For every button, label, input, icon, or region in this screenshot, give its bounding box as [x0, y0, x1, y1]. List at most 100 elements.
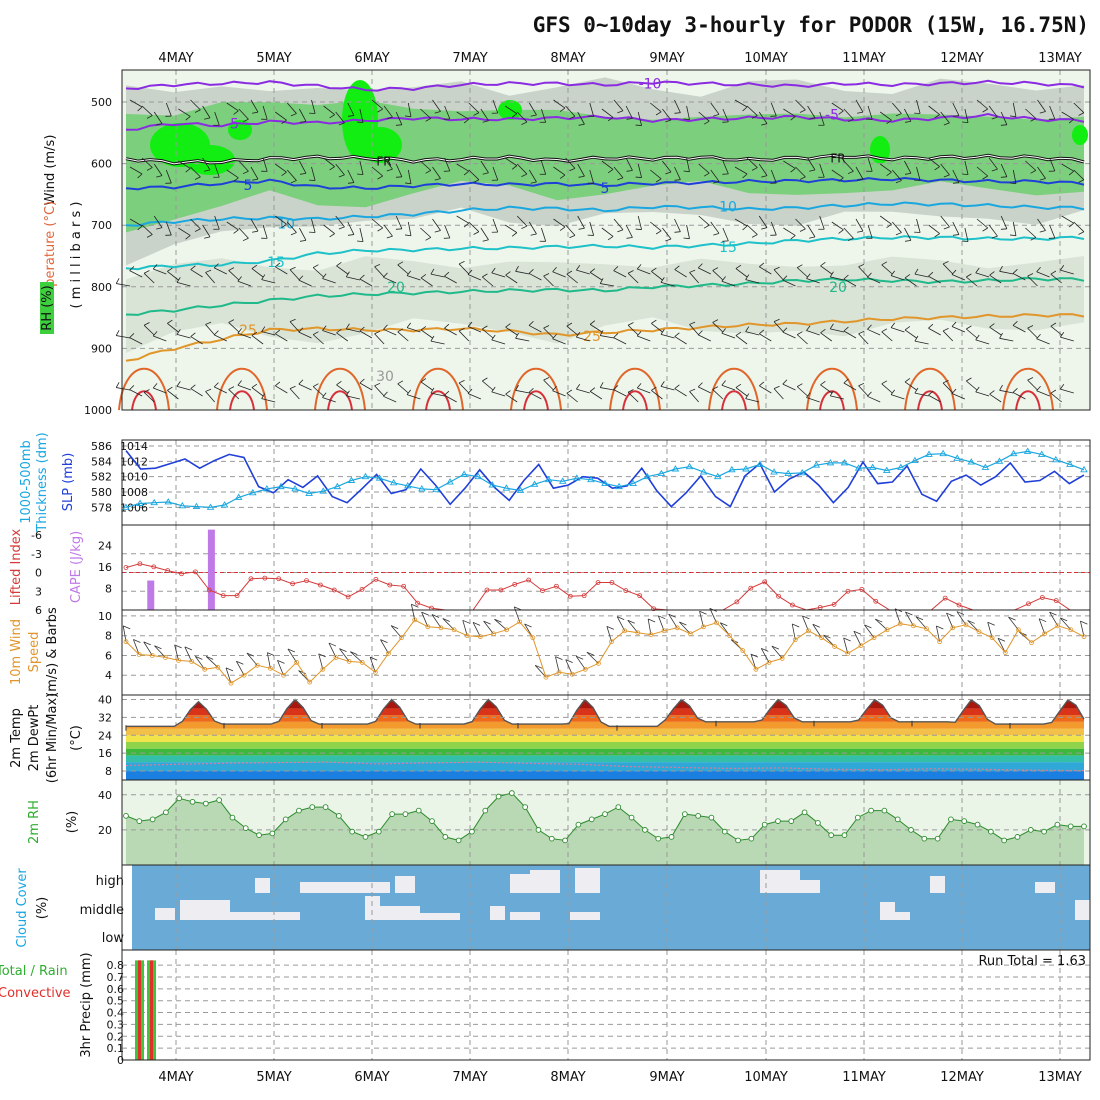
wind-barb-feather — [1036, 385, 1041, 392]
wind-barb-feather — [242, 118, 249, 123]
wind-barb — [430, 392, 445, 397]
wind-barb — [299, 108, 307, 122]
wind10m-marker — [635, 630, 641, 636]
wind10m-marker — [674, 625, 680, 631]
lifted-index-marker — [415, 600, 420, 606]
wind10m-barb — [956, 611, 967, 626]
wind-barb-feather — [655, 230, 662, 235]
wind-barb-feather — [966, 377, 972, 382]
wind-barb-feather — [847, 118, 854, 123]
wind-barb — [662, 227, 672, 240]
wind-barb — [406, 327, 421, 333]
wind10m-barb — [390, 625, 402, 638]
axis-label: 10m Wind — [9, 619, 24, 685]
wind10m-barb-feather — [328, 642, 337, 647]
wind-barb — [262, 224, 268, 239]
wind-barb-feather — [1027, 325, 1034, 329]
wind-barb-feather — [204, 169, 211, 172]
wind10m-barb-feather — [936, 625, 944, 630]
wind-barb-feather — [1078, 112, 1085, 116]
wind-barb-feather — [761, 175, 768, 178]
thickness-marker — [432, 485, 440, 493]
wind-barb-feather — [406, 322, 412, 328]
wind-barb-feather — [735, 383, 742, 388]
wind-barb-feather — [847, 170, 854, 175]
wind-barb-feather — [952, 182, 959, 184]
wind-barb — [143, 391, 155, 403]
rh-marker — [535, 827, 542, 833]
lifted-index-marker — [790, 602, 795, 608]
lifted-index-marker — [290, 581, 296, 587]
wind-barb — [712, 389, 724, 400]
wind-barb-feather — [674, 112, 681, 114]
wind-barb — [205, 272, 216, 284]
wind10m-barb — [679, 621, 691, 634]
wind-barb-feather — [434, 230, 441, 233]
wind-barb — [383, 157, 393, 170]
wind-barb — [795, 218, 806, 230]
thickness-marker — [234, 493, 243, 500]
wind10m-barb — [750, 653, 757, 670]
wind-barb — [746, 157, 758, 168]
wind10m-marker — [1015, 627, 1021, 633]
wind-barb — [458, 382, 470, 394]
wind-barb — [480, 108, 489, 121]
wind-barb — [820, 384, 833, 394]
wind-barb — [613, 337, 627, 345]
wind-barb-feather — [928, 390, 934, 396]
wind-barb-feather — [1009, 234, 1017, 237]
wind-barb-feather — [843, 274, 849, 280]
wind10m-marker — [1068, 627, 1074, 633]
wind10m-marker — [307, 679, 313, 685]
wind-barb — [867, 395, 881, 403]
wind-barb — [299, 160, 307, 174]
wind-barb-feather — [904, 274, 911, 279]
wind-barb — [758, 215, 768, 228]
wind-barb — [528, 221, 537, 235]
wind-barb-feather — [914, 335, 919, 342]
wind10m-barb-feather — [792, 623, 800, 628]
wind-barb-feather — [999, 265, 1003, 272]
wind-barb — [430, 340, 445, 345]
wind-barb-feather — [1050, 389, 1057, 394]
wind-barb — [662, 160, 672, 173]
wind-barb-feather — [275, 381, 281, 387]
wind10m-barb-feather — [184, 646, 193, 651]
date-label-bottom: 12MAY — [940, 1070, 984, 1085]
temperature-contour — [125, 79, 1085, 92]
wind-barb — [928, 157, 940, 167]
wind10m-barb-feather — [555, 656, 563, 661]
wind10m-marker — [320, 666, 326, 672]
rh-marker — [1014, 834, 1021, 840]
wind-barb — [782, 279, 796, 287]
wind10m-barb — [133, 639, 140, 655]
wind-barb-feather — [751, 234, 758, 238]
tick-label: 0.5 — [107, 995, 125, 1008]
wind-barb — [553, 218, 566, 228]
thickness-marker — [530, 480, 539, 487]
wind-barb — [165, 169, 172, 184]
wind-barb — [153, 163, 163, 176]
bottom-date-axis: 4MAY 5MAY 6MAY 7MAY 8MAY 9MAY 10MAY 11MAY 12MAY 1… — [158, 1070, 1082, 1085]
wind-barb-feather — [713, 232, 720, 236]
rh-marker — [455, 837, 462, 844]
wind-barb-feather — [1036, 266, 1041, 273]
wind-barb-feather — [458, 328, 465, 332]
wind-barb-feather — [359, 378, 365, 384]
wind-barb-feather — [205, 269, 212, 273]
wind-barb — [322, 397, 336, 403]
wind-barb — [795, 166, 806, 178]
rh-marker — [442, 834, 449, 840]
wind-barb — [674, 218, 681, 232]
wind-barb — [721, 280, 736, 287]
rh-marker — [189, 798, 196, 805]
wind-barb-feather — [655, 111, 662, 116]
wind-barb-feather — [251, 331, 258, 336]
wind-barb — [543, 275, 554, 287]
thickness-marker — [911, 456, 919, 464]
wind-barb-feather — [552, 333, 557, 340]
rh-marker — [548, 835, 555, 842]
wind-barb — [492, 218, 499, 233]
wind-barb — [601, 160, 614, 170]
lifted-index-marker — [276, 576, 282, 582]
